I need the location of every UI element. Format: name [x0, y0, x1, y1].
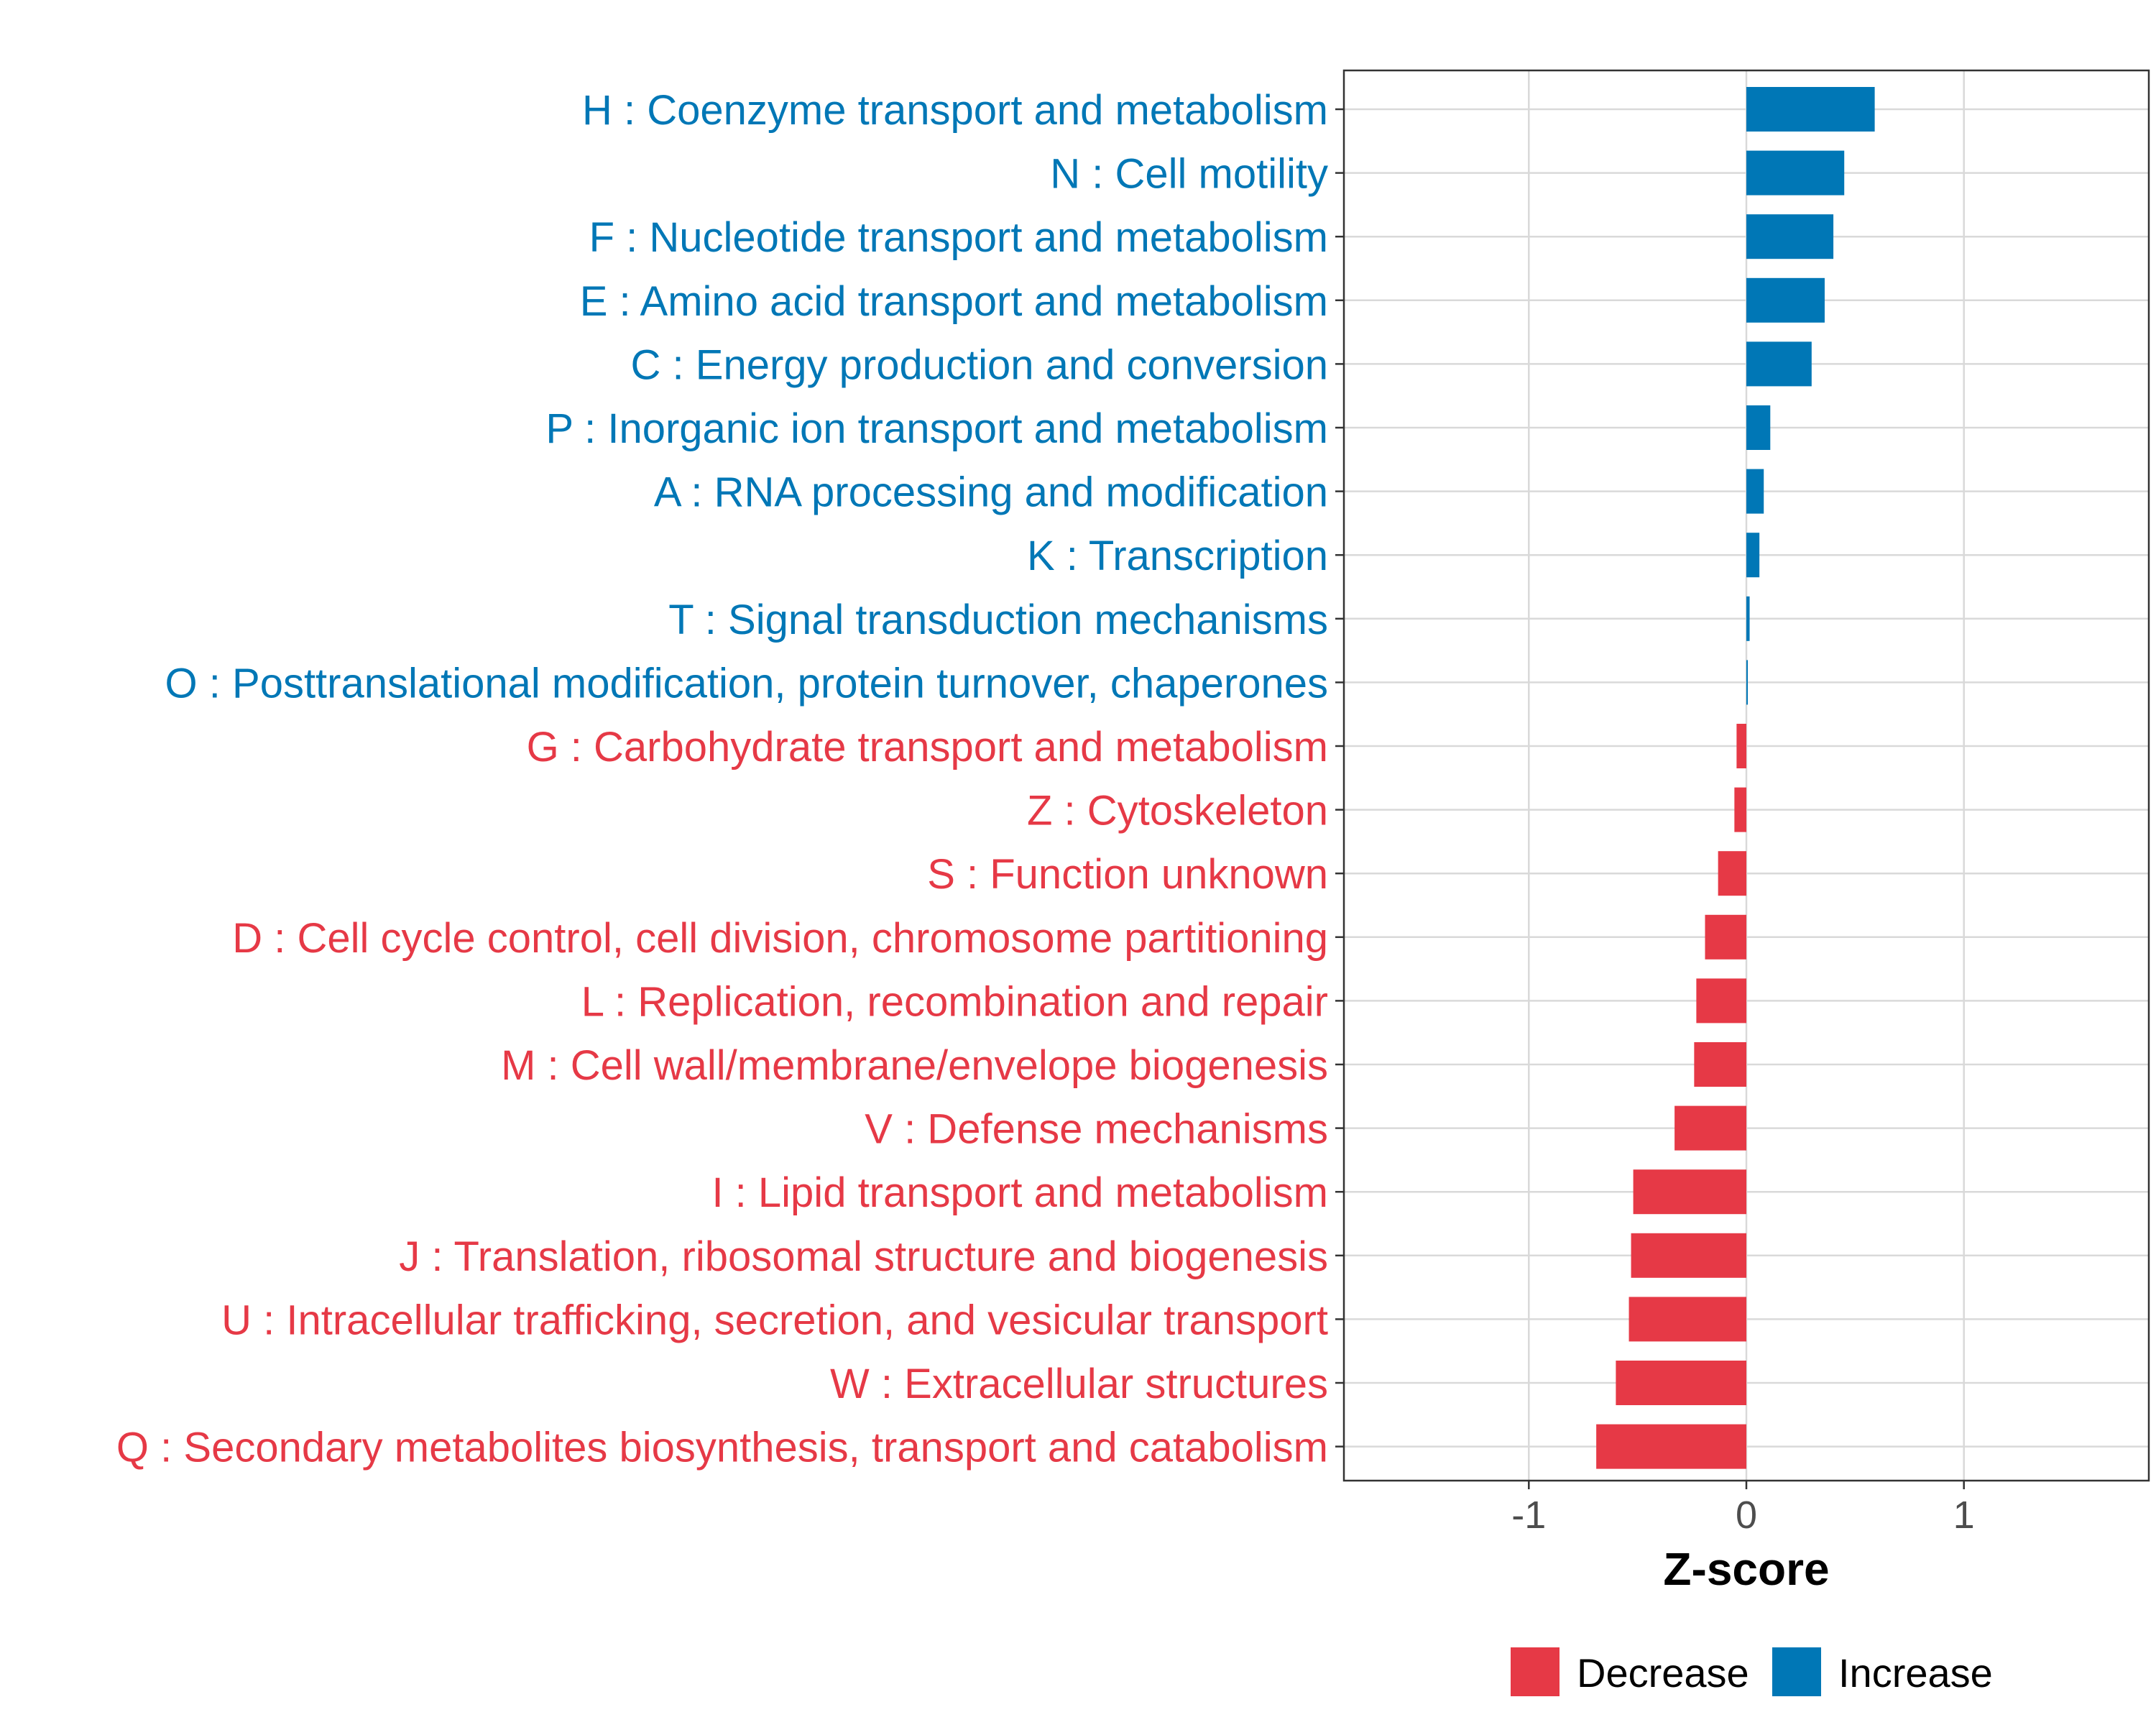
y-tick-label: D : Cell cycle control, cell division, c… — [232, 915, 1328, 962]
bar — [1746, 341, 1812, 387]
y-tick-label: M : Cell wall/membrane/envelope biogenes… — [501, 1042, 1328, 1089]
y-tick-label: C : Energy production and conversion — [631, 341, 1328, 388]
legend-key-decrease — [1511, 1647, 1560, 1696]
y-tick-label: U : Intracellular trafficking, secretion… — [221, 1297, 1328, 1343]
bar — [1734, 787, 1746, 832]
bar — [1628, 1297, 1746, 1342]
bars — [1596, 87, 1875, 1469]
legend: Decrease Increase — [1511, 1647, 1993, 1696]
y-tick-label: P : Inorganic ion transport and metaboli… — [545, 405, 1328, 452]
bar — [1746, 533, 1760, 578]
bar — [1596, 1424, 1746, 1469]
bar — [1746, 660, 1748, 705]
y-tick-label: H : Coenzyme transport and metabolism — [582, 87, 1328, 134]
y-tick-label: Z : Cytoskeleton — [1027, 788, 1328, 834]
bar — [1736, 724, 1746, 768]
bar — [1696, 978, 1746, 1024]
y-tick-label: O : Posttranslational modification, prot… — [165, 660, 1328, 707]
legend-label: Increase — [1838, 1650, 1993, 1696]
y-tick-label: F : Nucleotide transport and metabolism — [589, 214, 1328, 261]
y-tick-label: S : Function unknown — [927, 851, 1328, 898]
y-tick-label: L : Replication, recombination and repai… — [581, 978, 1328, 1025]
x-axis-title: Z-score — [1663, 1543, 1829, 1595]
bar — [1616, 1361, 1746, 1405]
bar — [1718, 851, 1746, 896]
bar — [1746, 596, 1750, 641]
bar — [1631, 1233, 1746, 1278]
y-tick-label: K : Transcription — [1027, 533, 1328, 579]
y-tick-label: N : Cell motility — [1050, 151, 1328, 198]
bar — [1746, 277, 1825, 323]
y-tick-label: Q : Secondary metabolites biosynthesis, … — [116, 1425, 1328, 1471]
y-tick-label: G : Carbohydrate transport and metabolis… — [527, 724, 1328, 770]
bar — [1746, 87, 1875, 132]
x-axis: -1 0 1 — [1511, 1481, 1975, 1537]
bar — [1746, 150, 1845, 196]
bar — [1694, 1042, 1746, 1087]
bar — [1674, 1105, 1746, 1151]
y-tick-label: I : Lipid transport and metabolism — [711, 1169, 1328, 1216]
bar — [1746, 469, 1764, 514]
x-tick-label: -1 — [1511, 1494, 1546, 1537]
y-tick-label: V : Defense mechanisms — [865, 1106, 1328, 1153]
y-axis: H : Coenzyme transport and metabolism N :… — [116, 87, 1344, 1471]
bar — [1746, 405, 1771, 450]
bar — [1746, 214, 1834, 259]
bar — [1633, 1169, 1746, 1215]
y-tick-label: E : Amino acid transport and metabolism — [580, 278, 1328, 325]
x-tick-label: 1 — [1953, 1494, 1975, 1537]
legend-label: Decrease — [1577, 1650, 1749, 1696]
y-tick-label: J : Translation, ribosomal structure and… — [399, 1233, 1328, 1280]
y-tick-label: T : Signal transduction mechanisms — [668, 597, 1328, 643]
x-tick-label: 0 — [1736, 1494, 1757, 1537]
legend-key-increase — [1772, 1647, 1821, 1696]
y-tick-label: A : RNA processing and modification — [654, 469, 1328, 516]
bar — [1705, 914, 1746, 960]
y-tick-label: W : Extracellular structures — [830, 1361, 1328, 1407]
